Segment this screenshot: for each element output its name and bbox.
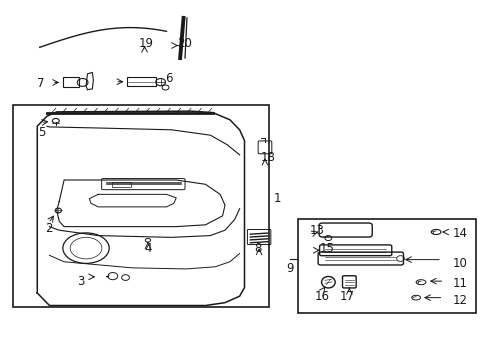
Bar <box>13 105 268 307</box>
Text: 2: 2 <box>44 222 52 235</box>
Text: 11: 11 <box>451 277 467 290</box>
Text: 17: 17 <box>339 290 354 303</box>
Text: 14: 14 <box>451 226 467 239</box>
Text: 8: 8 <box>254 242 261 255</box>
Bar <box>112 182 131 187</box>
Text: 18: 18 <box>260 151 275 164</box>
Text: 5: 5 <box>39 126 46 139</box>
Text: 10: 10 <box>452 257 467 270</box>
Text: 7: 7 <box>37 77 44 90</box>
Text: 19: 19 <box>138 36 153 50</box>
Text: 13: 13 <box>308 224 324 238</box>
Text: 4: 4 <box>144 242 151 255</box>
Text: 3: 3 <box>77 275 84 288</box>
Text: 16: 16 <box>314 290 329 303</box>
Text: 12: 12 <box>451 294 467 307</box>
Text: 15: 15 <box>319 242 334 255</box>
Bar <box>298 220 475 313</box>
Text: 9: 9 <box>286 262 293 275</box>
Text: 1: 1 <box>273 192 281 205</box>
Text: 6: 6 <box>165 72 172 85</box>
Text: 20: 20 <box>177 36 192 50</box>
